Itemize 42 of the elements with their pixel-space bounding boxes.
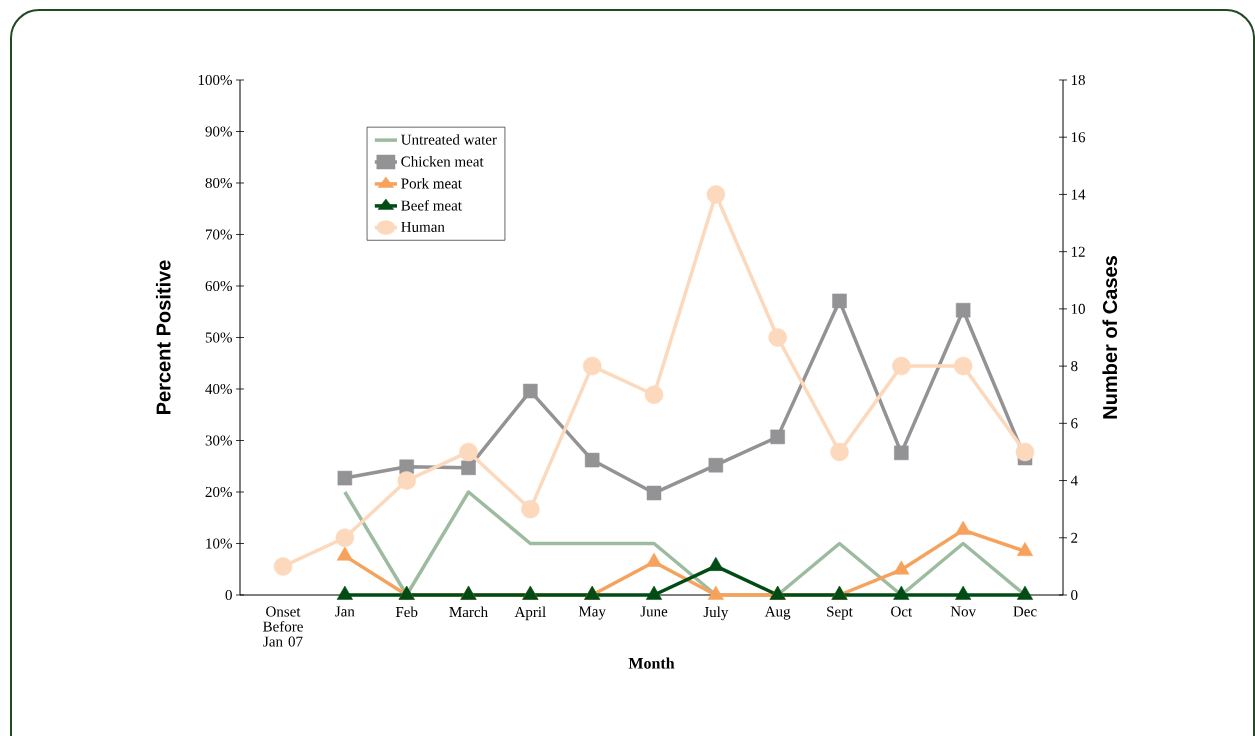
x-axis-title: Month (628, 657, 675, 669)
y2-tick-label: 12 (1071, 246, 1085, 257)
legend-label: Human (401, 221, 445, 232)
y-tick-label: 20% (205, 486, 232, 498)
x-tick-label: Oct (891, 606, 913, 617)
y-tick-label: 60% (205, 280, 232, 292)
y2-tick-label: 0 (1071, 589, 1078, 601)
y-tick-label: 100% (198, 74, 232, 86)
x-tick-label: Aug (764, 606, 791, 620)
y-tick-label: 50% (205, 332, 232, 343)
y-tick-label: 90% (205, 126, 232, 137)
legend-label: Chicken meat (401, 156, 484, 167)
y-tick-label: 0 (225, 589, 232, 601)
x-tick-label: April (514, 606, 546, 621)
y-tick-label: 70% (205, 229, 232, 240)
legend-label: Beef meat (401, 199, 462, 211)
x-tick-label: Onset Before Jan 07 (263, 606, 303, 647)
y2-axis-title: Number of Cases (1102, 256, 1118, 419)
x-tick-label: July (703, 606, 729, 621)
y-tick-label: 40% (205, 383, 232, 395)
x-tick-label: Dec (1013, 606, 1037, 617)
x-tick-label: Jan (335, 606, 355, 617)
x-tick-label: March (449, 606, 488, 618)
y-tick-label: 30% (205, 435, 232, 446)
x-tick-label: June (640, 606, 668, 617)
x-tick-label: May (578, 606, 606, 620)
x-tick-label: Nov (950, 606, 977, 617)
y2-tick-label: 2 (1071, 532, 1078, 543)
x-tick-label: Sept (827, 606, 853, 620)
y2-tick-label: 18 (1071, 74, 1085, 86)
y2-tick-label: 14 (1071, 189, 1086, 200)
y-tick-label: 80% (205, 177, 232, 189)
y-axis-title: Percent Positive (155, 260, 171, 414)
legend-label: Untreated water (401, 134, 497, 145)
y2-tick-label: 4 (1070, 475, 1078, 486)
y2-tick-label: 6 (1071, 418, 1078, 429)
x-tick-label: Feb (395, 606, 418, 618)
y2-tick-label: 10 (1071, 303, 1085, 314)
y2-tick-label: 8 (1071, 361, 1078, 372)
y-tick-label: 10% (206, 538, 232, 549)
legend-label: Pork meat (401, 177, 462, 189)
y2-tick-label: 16 (1071, 132, 1086, 143)
